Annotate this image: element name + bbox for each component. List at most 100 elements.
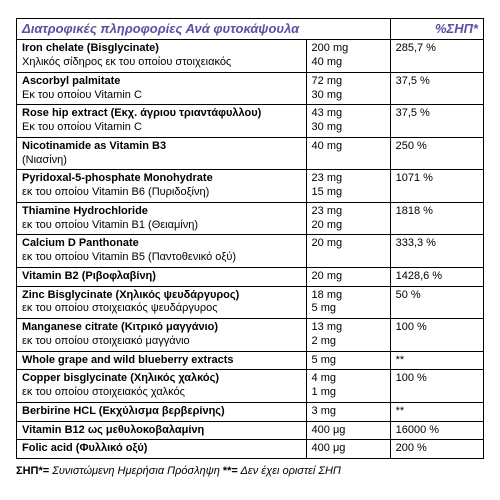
- ingredient-main: Berbirine HCL (Εκχύλισμα βερβερίνης): [22, 405, 301, 419]
- ingredient-main: Whole grape and wild blueberry extracts: [22, 354, 301, 368]
- amount-main: 20 mg: [312, 237, 385, 251]
- amount-sub: 2 mg: [312, 335, 385, 349]
- amount-main: 3 mg: [312, 405, 385, 419]
- ingredient-main: Thiamine Hydrochloride: [22, 205, 301, 219]
- ingredient-sub: εκ του οποίου Vitamin B1 (Θειαμίνη): [22, 219, 301, 233]
- ingredient-main: Nicotinamide as Vitamin B3: [22, 140, 301, 154]
- ingredient-sub: εκ του οποίου Vitamin B6 (Πυριδοξίνη): [22, 186, 301, 200]
- ingredient-sub: εκ του οποίου στοιχειακός χαλκός: [22, 386, 301, 400]
- amount-cell: 43 mg30 mg: [306, 105, 390, 138]
- amount-main: 4 mg: [312, 372, 385, 386]
- ingredient-cell: Folic acid (Φυλλικό οξύ): [17, 440, 307, 459]
- ingredient-cell: Berbirine HCL (Εκχύλισμα βερβερίνης): [17, 402, 307, 421]
- ingredient-sub: Εκ του οποίου Vitamin C: [22, 89, 301, 103]
- amount-sub: 40 mg: [312, 56, 385, 70]
- header-nrv: %ΣΗΠ*: [390, 19, 483, 40]
- nrv-cell: 100 %: [390, 370, 483, 403]
- amount-sub: 20 mg: [312, 219, 385, 233]
- amount-cell: 5 mg: [306, 351, 390, 370]
- table-row: Vitamin B12 ως μεθυλοκοβαλαμίνη400 μg160…: [17, 421, 484, 440]
- ingredient-main: Rose hip extract (Εκχ. άγριου τριαντάφυλ…: [22, 107, 301, 121]
- amount-main: 40 mg: [312, 140, 385, 154]
- ingredient-cell: Manganese citrate (Κιτρικό μαγγάνιο)εκ τ…: [17, 319, 307, 352]
- footnote-text-2: Δεν έχει οριστεί ΣΗΠ: [238, 465, 341, 477]
- ingredient-cell: Nicotinamide as Vitamin B3(Νιασίνη): [17, 137, 307, 170]
- nrv-cell: 37,5 %: [390, 105, 483, 138]
- ingredient-sub: εκ του οποίου Vitamin B5 (Παντοθενικό οξ…: [22, 251, 301, 265]
- ingredient-cell: Iron chelate (Bisglycinate)Χηλικός σίδηρ…: [17, 40, 307, 73]
- nrv-cell: 285,7 %: [390, 40, 483, 73]
- amount-cell: 13 mg2 mg: [306, 319, 390, 352]
- amount-cell: 4 mg1 mg: [306, 370, 390, 403]
- amount-main: 23 mg: [312, 205, 385, 219]
- amount-main: 200 mg: [312, 42, 385, 56]
- amount-cell: 23 mg20 mg: [306, 202, 390, 235]
- header-title: Διατροφικές πληροφορίες Ανά φυτοκάψουλα: [17, 19, 391, 40]
- ingredient-main: Zinc Bisglycinate (Χηλικός ψευδάργυρος): [22, 289, 301, 303]
- table-row: Manganese citrate (Κιτρικό μαγγάνιο)εκ τ…: [17, 319, 484, 352]
- ingredient-cell: Copper bisglycinate (Χηλικός χαλκός)εκ τ…: [17, 370, 307, 403]
- nrv-cell: 50 %: [390, 286, 483, 319]
- ingredient-main: Pyridoxal-5-phosphate Monohydrate: [22, 172, 301, 186]
- ingredient-main: Copper bisglycinate (Χηλικός χαλκός): [22, 372, 301, 386]
- ingredient-main: Ascorbyl palmitate: [22, 75, 301, 89]
- ingredient-cell: Thiamine Hydrochlorideεκ του οποίου Vita…: [17, 202, 307, 235]
- table-row: Calcium D Panthonateεκ του οποίου Vitami…: [17, 235, 484, 268]
- nutrition-table: Διατροφικές πληροφορίες Ανά φυτοκάψουλα …: [16, 18, 484, 459]
- table-row: Thiamine Hydrochlorideεκ του οποίου Vita…: [17, 202, 484, 235]
- nrv-cell: 16000 %: [390, 421, 483, 440]
- amount-sub: 30 mg: [312, 89, 385, 103]
- amount-cell: 20 mg: [306, 267, 390, 286]
- ingredient-sub: Εκ του οποίου Vitamin C: [22, 121, 301, 135]
- table-row: Pyridoxal-5-phosphate Monohydrateεκ του …: [17, 170, 484, 203]
- amount-cell: 400 μg: [306, 421, 390, 440]
- footnote-text-1: Συνιστώμενη Ημερήσια Πρόσληψη: [49, 465, 223, 477]
- amount-cell: 72 mg30 mg: [306, 72, 390, 105]
- nrv-cell: 250 %: [390, 137, 483, 170]
- amount-cell: 20 mg: [306, 235, 390, 268]
- table-row: Zinc Bisglycinate (Χηλικός ψευδάργυρος)ε…: [17, 286, 484, 319]
- nrv-cell: 1428,6 %: [390, 267, 483, 286]
- amount-cell: 18 mg5 mg: [306, 286, 390, 319]
- ingredient-main: Manganese citrate (Κιτρικό μαγγάνιο): [22, 321, 301, 335]
- footnote-label-2: **=: [223, 465, 238, 477]
- nrv-cell: 1071 %: [390, 170, 483, 203]
- amount-sub: 5 mg: [312, 302, 385, 316]
- amount-main: 72 mg: [312, 75, 385, 89]
- amount-sub: 1 mg: [312, 386, 385, 400]
- ingredient-cell: Vitamin B2 (Ριβοφλαβίνη): [17, 267, 307, 286]
- ingredient-cell: Rose hip extract (Εκχ. άγριου τριαντάφυλ…: [17, 105, 307, 138]
- table-row: Iron chelate (Bisglycinate)Χηλικός σίδηρ…: [17, 40, 484, 73]
- amount-main: 18 mg: [312, 289, 385, 303]
- ingredient-main: Folic acid (Φυλλικό οξύ): [22, 442, 301, 456]
- amount-main: 20 mg: [312, 270, 385, 284]
- ingredient-main: Calcium D Panthonate: [22, 237, 301, 251]
- nrv-cell: 333,3 %: [390, 235, 483, 268]
- amount-cell: 3 mg: [306, 402, 390, 421]
- nrv-cell: **: [390, 351, 483, 370]
- nrv-cell: 200 %: [390, 440, 483, 459]
- table-row: Ascorbyl palmitateΕκ του οποίου Vitamin …: [17, 72, 484, 105]
- table-row: Folic acid (Φυλλικό οξύ) 400 μg 200 %: [17, 440, 484, 459]
- ingredient-sub: (Νιασίνη): [22, 154, 301, 168]
- amount-sub: 15 mg: [312, 186, 385, 200]
- footnote: ΣΗΠ*= Συνιστώμενη Ημερήσια Πρόσληψη **= …: [16, 465, 484, 477]
- ingredient-cell: Vitamin B12 ως μεθυλοκοβαλαμίνη: [17, 421, 307, 440]
- amount-main: 43 mg: [312, 107, 385, 121]
- table-row: Nicotinamide as Vitamin B3(Νιασίνη) 40 mg…: [17, 137, 484, 170]
- amount-main: 13 mg: [312, 321, 385, 335]
- amount-sub: 30 mg: [312, 121, 385, 135]
- table-row: Berbirine HCL (Εκχύλισμα βερβερίνης) 3 mg…: [17, 402, 484, 421]
- amount-main: 400 μg: [312, 442, 385, 456]
- ingredient-main: Iron chelate (Bisglycinate): [22, 42, 301, 56]
- ingredient-sub: εκ του οποίου στοιχειακός ψευδάργυρος: [22, 302, 301, 316]
- amount-main: 23 mg: [312, 172, 385, 186]
- ingredient-cell: Pyridoxal-5-phosphate Monohydrateεκ του …: [17, 170, 307, 203]
- table-row: Copper bisglycinate (Χηλικός χαλκός)εκ τ…: [17, 370, 484, 403]
- amount-cell: 400 μg: [306, 440, 390, 459]
- ingredient-sub: εκ του οποίου στοιχειακό μαγγάνιο: [22, 335, 301, 349]
- ingredient-cell: Whole grape and wild blueberry extracts: [17, 351, 307, 370]
- table-row: Whole grape and wild blueberry extracts 5…: [17, 351, 484, 370]
- ingredient-cell: Calcium D Panthonateεκ του οποίου Vitami…: [17, 235, 307, 268]
- amount-main: 5 mg: [312, 354, 385, 368]
